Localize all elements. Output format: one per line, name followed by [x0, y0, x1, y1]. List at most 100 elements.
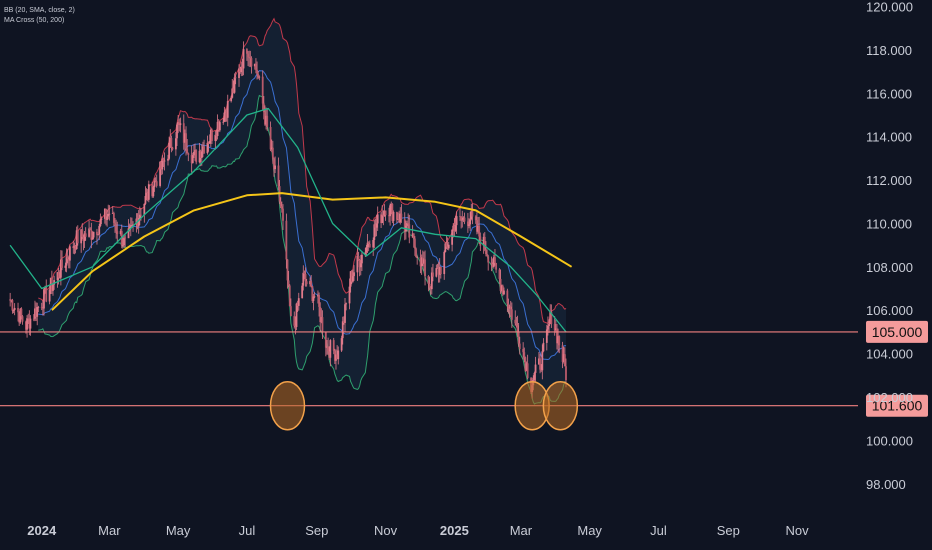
candle — [241, 58, 244, 76]
candle — [217, 118, 220, 132]
candle-body — [474, 216, 477, 221]
candle-body — [216, 121, 219, 137]
candle — [264, 105, 266, 126]
candle — [214, 130, 217, 150]
candle — [18, 311, 21, 326]
candle-body — [247, 53, 249, 57]
candle-body — [26, 318, 28, 330]
candle-body — [310, 281, 313, 287]
candle-body — [282, 208, 284, 221]
candle-body — [108, 213, 111, 215]
candle-body — [193, 151, 195, 156]
candle — [273, 157, 275, 177]
candle-body — [499, 278, 502, 292]
candle — [470, 203, 473, 221]
candle-body — [495, 263, 497, 270]
candle — [523, 347, 526, 363]
candle-body — [273, 158, 275, 170]
candle — [507, 298, 510, 314]
candle — [389, 203, 392, 226]
y-tick-label: 106.000 — [866, 303, 913, 318]
candle — [253, 63, 256, 70]
indicator-legend-ma: MA Cross (50, 200) — [4, 17, 64, 24]
candle-body — [83, 233, 86, 242]
candle-body — [257, 73, 260, 78]
candle — [466, 212, 469, 233]
candle-body — [288, 285, 291, 307]
candle-body — [373, 224, 376, 240]
candle-body — [84, 233, 87, 237]
candle — [340, 335, 343, 353]
candle — [159, 161, 161, 188]
candle-body — [64, 265, 67, 268]
highlight-circle — [269, 380, 306, 431]
candle-body — [32, 318, 35, 320]
x-tick-label: 2024 — [27, 523, 57, 538]
candle-body — [81, 229, 84, 237]
candle — [373, 219, 376, 248]
candle-body — [153, 180, 156, 188]
candle — [310, 275, 313, 288]
candle-body — [248, 56, 251, 58]
candle — [545, 324, 548, 351]
candle — [485, 241, 487, 257]
candle — [421, 250, 424, 267]
candle-body — [470, 210, 473, 220]
candle-body — [349, 271, 352, 287]
candle-body — [477, 225, 479, 232]
candle — [266, 108, 269, 132]
candle-body — [506, 290, 509, 304]
candle — [446, 237, 449, 250]
candle-body — [115, 225, 118, 232]
candle-body — [336, 354, 339, 360]
candle — [90, 222, 93, 249]
candle — [32, 314, 35, 322]
candle-body — [451, 229, 454, 245]
candle-body — [357, 256, 360, 261]
candle-body — [304, 273, 307, 282]
candle — [131, 217, 133, 228]
candle-body — [289, 306, 292, 317]
candle-body — [29, 318, 32, 329]
candle — [21, 315, 24, 325]
horizontal-levels[interactable]: 105.000 101.600 — [0, 320, 928, 417]
x-tick-label: Jul — [650, 523, 667, 538]
candle-body — [27, 318, 30, 320]
candle-body — [461, 219, 464, 221]
y-tick-label: 102.000 — [866, 390, 913, 405]
candle — [246, 48, 248, 61]
candle-body — [381, 214, 384, 224]
candle — [256, 61, 258, 80]
candle-body — [195, 150, 198, 163]
candle-body — [368, 243, 371, 248]
candle — [282, 204, 284, 230]
candle-body — [345, 303, 348, 305]
candle — [443, 250, 446, 280]
candle — [524, 356, 527, 372]
candle — [163, 152, 166, 171]
candle — [432, 263, 434, 282]
candle-body — [444, 243, 447, 252]
x-axis[interactable]: 2024 Mar May Jul Sep Nov 2025 Mar May Jul Sep Nov — [27, 523, 809, 538]
price-label-box — [866, 320, 928, 343]
y-axis[interactable]: 98.000 100.000 102.000 104.000 106.000 108.00… — [866, 0, 913, 492]
candle-body — [202, 146, 204, 152]
candle — [59, 250, 62, 286]
candle — [249, 50, 252, 68]
candle-body — [215, 134, 218, 137]
candle-body — [90, 230, 93, 240]
candle — [209, 127, 212, 147]
candle-body — [508, 306, 511, 309]
candle-body — [80, 229, 83, 244]
candle — [311, 285, 314, 303]
candle-body — [121, 244, 124, 246]
candle-body — [483, 236, 486, 250]
candle-body — [432, 272, 434, 277]
candle — [146, 189, 149, 202]
candle — [19, 307, 22, 324]
candle-body — [382, 214, 385, 217]
candle-body — [97, 234, 99, 236]
candle — [13, 303, 16, 316]
candle — [69, 244, 71, 269]
